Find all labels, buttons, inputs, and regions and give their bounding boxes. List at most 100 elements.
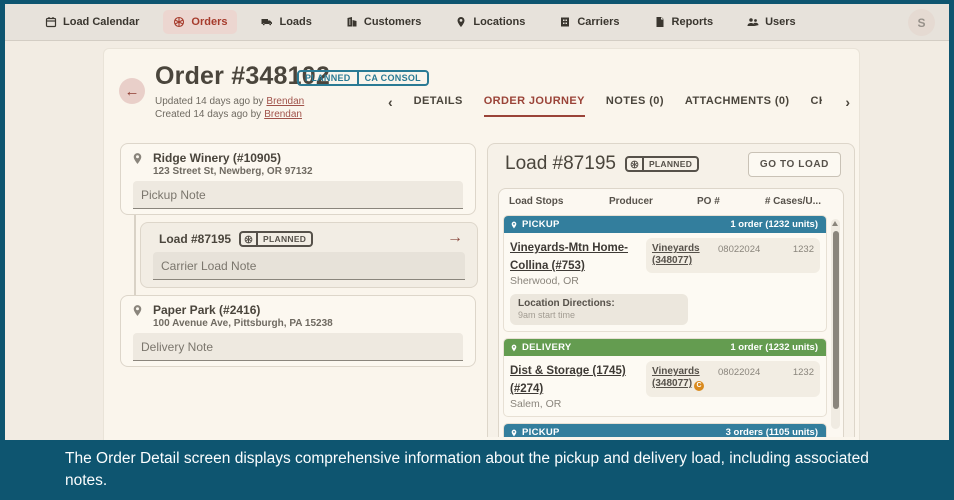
nav-item-loads[interactable]: Loads	[251, 10, 321, 34]
nav-label: Reports	[671, 16, 714, 28]
order-tabs: ‹ DETAILS ORDER JOURNEY NOTES (0) ATTACH…	[388, 92, 850, 122]
journey-load-card: Load #87195 PLANNED → Carrier Load Note	[140, 222, 478, 288]
stop-header: PICKUP 3 orders (1105 units)	[504, 424, 826, 437]
stop-location-cell: Dist & Storage (1745) (#274) Salem, OR	[510, 361, 640, 410]
consolidation-icon: C	[694, 381, 705, 391]
nav-label: Locations	[473, 16, 526, 28]
top-navigation: Load Calendar Orders Loads Customers Loc…	[5, 4, 949, 41]
order-cases: 1232	[792, 244, 814, 255]
nav-item-customers[interactable]: Customers	[336, 10, 431, 34]
stop-header: PICKUP 1 order (1232 units)	[504, 216, 826, 233]
stop-type-label: PICKUP	[522, 219, 560, 230]
created-text: Created 14 days ago by	[155, 109, 262, 120]
stop-type: PICKUP	[510, 427, 560, 437]
stop-location-link[interactable]: Vineyards-Mtn Home-Collina (#753)	[510, 242, 629, 272]
load-status-label: PLANNED	[641, 158, 697, 170]
directions-label: Location Directions:	[518, 298, 615, 309]
order-producer: Vineyards (348077)	[652, 243, 718, 267]
stop-body: Vineyards-Mtn Home-Collina (#753) Sherwo…	[504, 233, 826, 331]
tab-changelog[interactable]: CHANGELOG	[810, 95, 822, 107]
table-header-row: Load Stops Producer PO # # Cases/U...	[499, 189, 843, 213]
calendar-icon	[45, 17, 57, 28]
stop-orders-box: Vineyards (348077) C 08022024 1232	[646, 361, 820, 397]
journey-connector-line	[134, 215, 136, 295]
user-avatar[interactable]: S	[908, 9, 935, 36]
truck-icon	[261, 19, 273, 26]
stop-location-link[interactable]: Dist & Storage (1745) (#274)	[510, 365, 626, 395]
back-button[interactable]: ←	[119, 78, 145, 104]
back-arrow-icon: ←	[124, 82, 140, 100]
stop-summary: 1 order (1232 units)	[730, 342, 818, 353]
carriers-icon	[561, 17, 570, 27]
tabs-scroll-left-icon[interactable]: ‹	[388, 94, 393, 110]
load-panel-title: Load #87195	[505, 153, 616, 174]
caption-bar: The Order Detail screen displays compreh…	[0, 440, 954, 500]
nav-item-load-calendar[interactable]: Load Calendar	[35, 10, 149, 34]
col-load-stops: Load Stops	[509, 195, 564, 207]
nav-item-carriers[interactable]: Carriers	[549, 10, 629, 34]
nav-item-reports[interactable]: Reports	[644, 10, 724, 34]
delivery-note-input[interactable]: Delivery Note	[133, 333, 463, 361]
nav-label: Loads	[279, 16, 312, 28]
col-po: PO #	[697, 195, 720, 207]
tab-order-journey[interactable]: ORDER JOURNEY	[483, 92, 585, 117]
tab-notes[interactable]: NOTES (0)	[605, 95, 664, 107]
location-directions-box: Location Directions: 9am start time	[510, 294, 688, 325]
stop-section-pickup-1: PICKUP 1 order (1232 units) Vineyards-Mt…	[503, 215, 827, 332]
tab-attachments[interactable]: ATTACHMENTS (0)	[684, 95, 790, 107]
load-status-badge: PLANNED	[624, 156, 700, 172]
stop-summary: 1 order (1232 units)	[730, 219, 818, 230]
pin-icon	[511, 429, 517, 436]
updated-meta: Updated 14 days ago by Brendan	[155, 96, 304, 107]
nav-item-locations[interactable]: Locations	[445, 10, 535, 34]
stop-header: DELIVERY 1 order (1232 units)	[504, 339, 826, 356]
nav-label: Orders	[191, 16, 228, 28]
order-producer-link[interactable]: Vineyards (348077)	[652, 366, 700, 389]
stop-orders-box: Vineyards (348077) 08022024 1232	[646, 238, 820, 273]
tabs-scroll-right-icon[interactable]: ›	[845, 94, 850, 110]
nav-item-users[interactable]: Users	[737, 10, 806, 34]
order-status-badge: PLANNED CA CONSOL	[297, 70, 429, 86]
delivery-location-card: Paper Park (#2416) 100 Avenue Ave, Pitts…	[120, 295, 476, 367]
updated-text: Updated 14 days ago by	[155, 96, 264, 107]
status-badge-planned: PLANNED	[305, 73, 351, 83]
go-to-load-arrow-icon[interactable]: →	[447, 229, 463, 246]
order-producer-link[interactable]: Vineyards (348077)	[652, 243, 700, 266]
load-number: Load #87195	[159, 232, 232, 246]
orders-icon	[174, 16, 185, 28]
order-po: 08022024	[718, 367, 761, 378]
stop-type-label: DELIVERY	[522, 342, 572, 353]
load-status-badge: PLANNED	[239, 231, 314, 247]
stop-summary: 3 orders (1105 units)	[725, 427, 818, 437]
scroll-up-arrow-icon[interactable]	[832, 221, 838, 226]
nav-item-orders[interactable]: Orders	[163, 10, 238, 34]
carrier-load-note-input[interactable]: Carrier Load Note	[153, 252, 465, 280]
stop-city: Salem, OR	[510, 398, 562, 410]
delivery-location-address: 100 Avenue Ave, Pittsburgh, PA 15238	[153, 318, 333, 329]
load-stops-table: Load Stops Producer PO # # Cases/U... PI…	[498, 188, 844, 437]
created-meta: Created 14 days ago by Brendan	[155, 109, 302, 120]
load-status-label: PLANNED	[256, 233, 311, 245]
go-to-load-button[interactable]: GO TO LOAD	[747, 152, 841, 177]
created-user-link[interactable]: Brendan	[264, 109, 302, 120]
order-row: Vineyards (348077) 08022024 1232	[652, 240, 814, 271]
nav-label: Customers	[363, 16, 422, 28]
pickup-location-card: Ridge Winery (#10905) 123 Street St, New…	[120, 143, 476, 215]
order-row: Vineyards (348077) C 08022024 1232	[652, 363, 814, 395]
updated-user-link[interactable]: Brendan	[266, 96, 305, 107]
nav-label: Users	[765, 16, 796, 28]
nav-label: Carriers	[577, 16, 620, 28]
tab-details[interactable]: DETAILS	[413, 95, 463, 107]
stop-section-delivery: DELIVERY 1 order (1232 units) Dist & Sto…	[503, 338, 827, 417]
stop-type: PICKUP	[510, 219, 560, 230]
status-badge-ca-consol: CA CONSOL	[356, 72, 427, 84]
location-pin-icon	[131, 304, 144, 322]
col-producer: Producer	[609, 195, 653, 207]
scrollbar-thumb[interactable]	[832, 231, 839, 409]
pickup-note-input[interactable]: Pickup Note	[133, 181, 463, 209]
nav-label: Load Calendar	[63, 16, 140, 28]
pin-icon	[511, 221, 517, 228]
users-icon	[747, 18, 759, 26]
vertical-scrollbar[interactable]	[831, 219, 840, 429]
